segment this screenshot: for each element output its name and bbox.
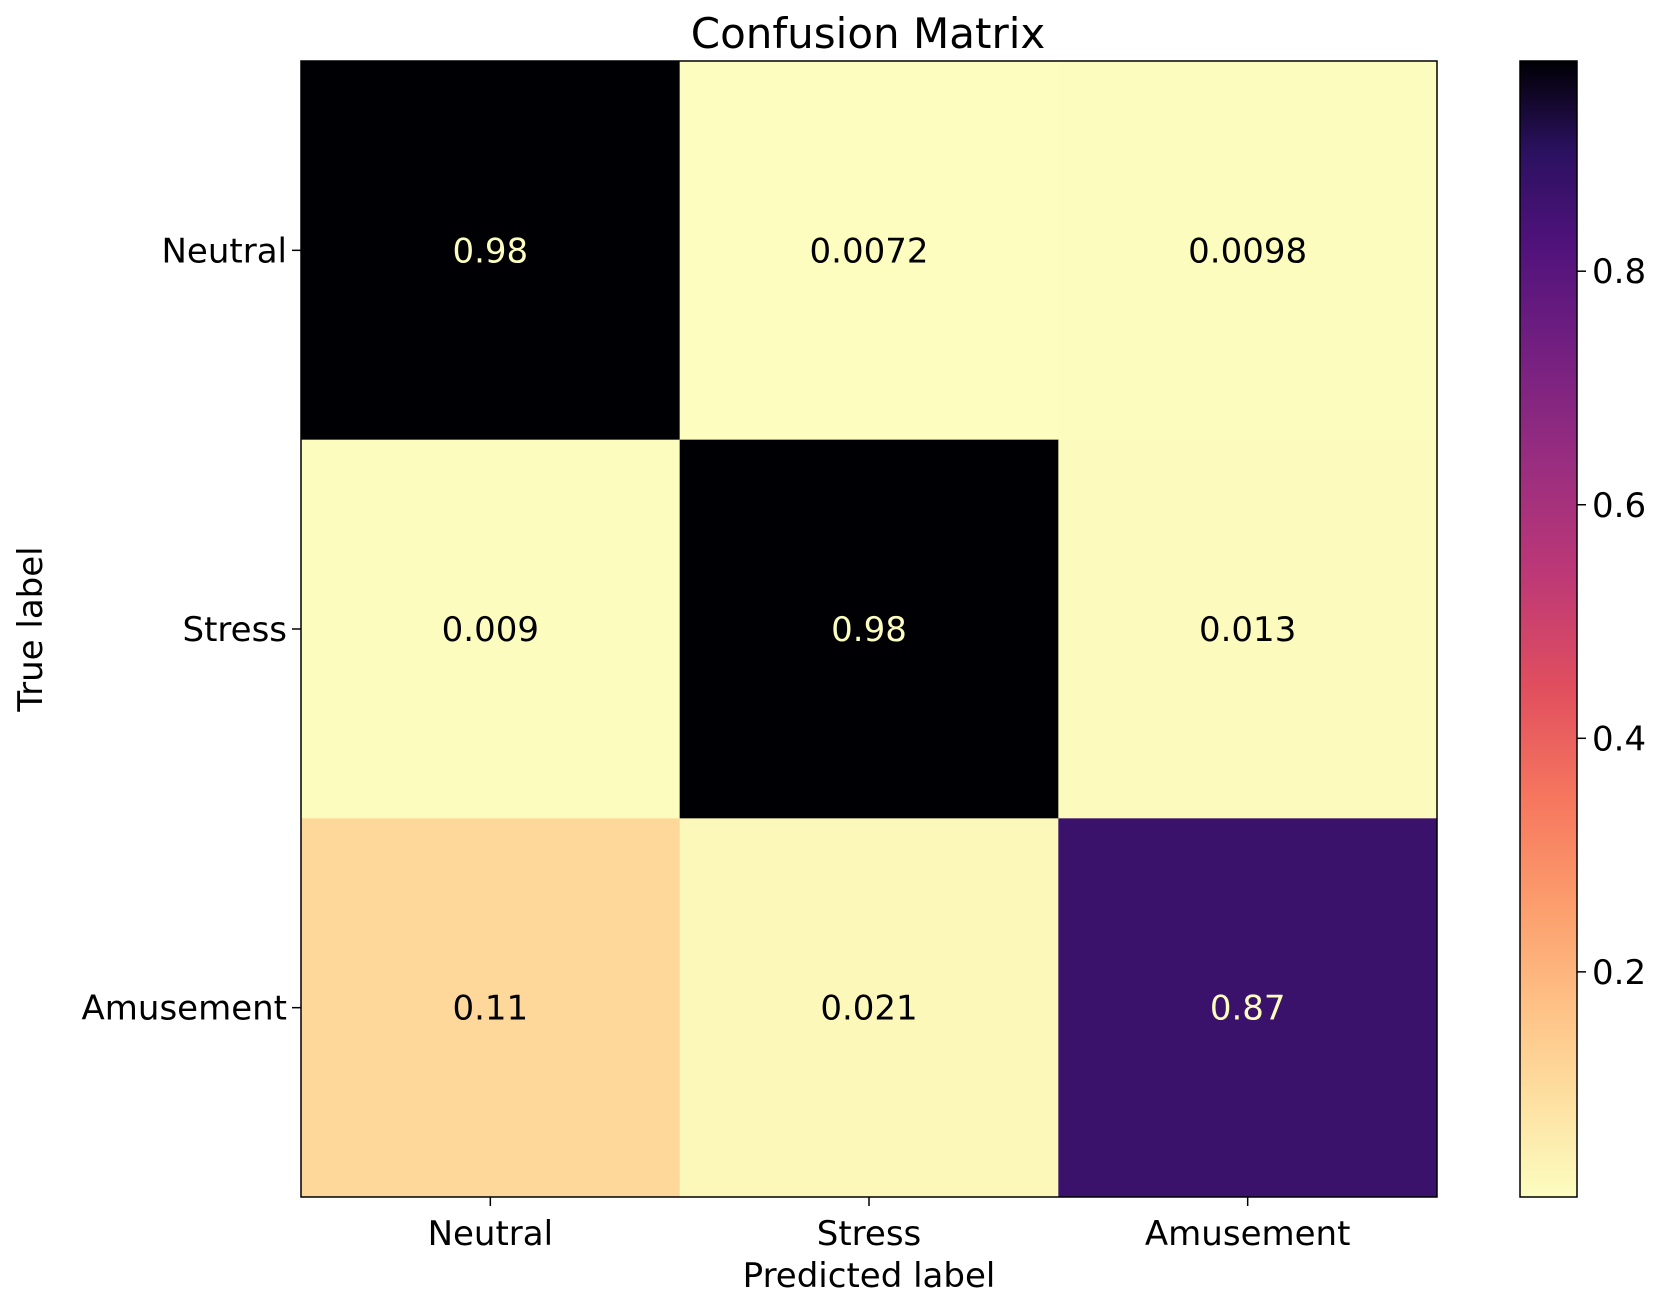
cell-value-label: 0.0098 (1188, 231, 1307, 271)
heatmap-cell (679, 818, 1059, 1198)
y-axis-label: True label (11, 546, 51, 712)
x-tick-label: Amusement (1145, 1214, 1350, 1254)
heatmap-cell (1058, 818, 1438, 1198)
colorbar-ticks: 0.2 0.4 0.6 0.8 (1577, 252, 1646, 993)
cell-value-label: 0.013 (1199, 610, 1296, 650)
heatmap-cell (1058, 61, 1438, 441)
x-axis-label: Predicted label (743, 1256, 996, 1296)
cell-value-label: 0.87 (1210, 989, 1286, 1029)
heatmap-cell (301, 439, 681, 819)
heatmap-cell (679, 439, 1059, 819)
colorbar-tick-label: 0.8 (1592, 252, 1646, 292)
colorbar-tick-label: 0.6 (1592, 486, 1646, 526)
chart-title: Confusion Matrix (691, 9, 1046, 58)
cell-value-label: 0.009 (442, 610, 539, 650)
y-tick-label: Amusement (82, 989, 287, 1029)
colorbar-tick-label: 0.4 (1592, 719, 1646, 759)
heatmap-cell (301, 818, 681, 1198)
x-tick-label: Neutral (428, 1214, 554, 1254)
x-tick-label: Stress (817, 1214, 922, 1254)
cell-value-label: 0.021 (820, 989, 917, 1029)
colorbar-tick-label: 0.2 (1592, 953, 1646, 993)
y-tick-label: Stress (183, 610, 288, 650)
y-tick-label: Neutral (162, 231, 288, 271)
heatmap-cell (1058, 439, 1438, 819)
cell-value-label: 0.98 (831, 610, 907, 650)
cell-value-label: 0.98 (452, 231, 528, 271)
colorbar (1519, 60, 1578, 1198)
cell-value-label: 0.11 (452, 989, 528, 1029)
cell-value-label: 0.0072 (810, 231, 929, 271)
heatmap-cells: 0.98 0.0072 0.0098 0.009 0.98 0.013 0.11 0.021 0… (301, 61, 1438, 1198)
x-axis-ticks: Neutral Stress Amusement (428, 1197, 1350, 1254)
heatmap-cell (301, 61, 681, 441)
heatmap-cell (679, 61, 1059, 441)
y-axis-ticks: Neutral Stress Amusement (82, 231, 301, 1029)
